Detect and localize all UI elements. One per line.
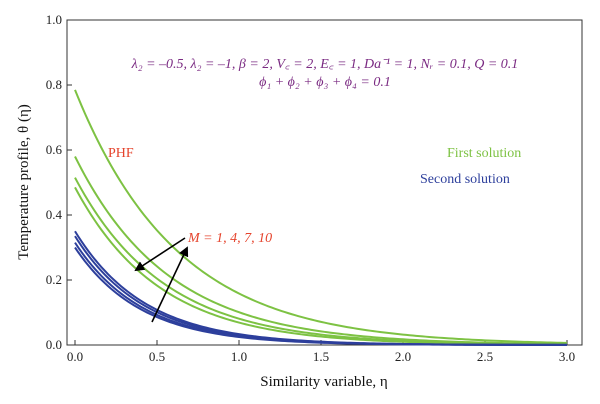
parameters-line-2: ϕ₁ + ϕ₂ + ϕ₃ + ϕ₄ = 0.1 <box>259 75 391 90</box>
axis-ticks: 0.0 0.5 1.0 1.5 2.0 2.5 3.0 0.0 0.2 0.4 0.6 0.8 1.0 <box>46 12 575 364</box>
x-tick-label: 1.5 <box>313 349 329 364</box>
arrow-first-solution <box>134 237 186 272</box>
legend-second-solution: Second solution <box>420 172 510 187</box>
x-tick-label: 1.0 <box>231 349 247 364</box>
x-tick-label: 2.0 <box>395 349 411 364</box>
first-solution-curve-m-1 <box>74 89 568 344</box>
second-solution-curve-m-4 <box>74 235 568 346</box>
y-tick-label: 0.2 <box>46 272 62 287</box>
y-axis-label: Temperature profile, θ (η) <box>16 104 32 260</box>
arrow-second-solution <box>151 246 189 323</box>
phf-annotation: PHF <box>108 146 134 161</box>
x-axis-label: Similarity variable, η <box>260 374 388 390</box>
m-values-annotation: M = 1, 4, 7, 10 <box>187 231 272 246</box>
y-tick-label: 0.6 <box>46 142 63 157</box>
curves <box>74 89 568 346</box>
y-tick-label: 0.4 <box>46 207 63 222</box>
parameters-line-1: λ₂ = –0.5, λ₂ = –1, β = 2, V꜀ = 2, E꜀ = … <box>131 57 519 72</box>
second-solution-curve-m-10 <box>74 246 568 346</box>
legend-first-solution: First solution <box>447 146 521 161</box>
plot-frame <box>66 19 583 346</box>
y-tick-label: 1.0 <box>46 12 62 27</box>
second-solution-curve-m-1 <box>74 230 567 346</box>
y-tick-label: 0.0 <box>46 337 62 352</box>
x-tick-label: 3.0 <box>559 349 575 364</box>
x-tick-label: 0.0 <box>67 349 83 364</box>
y-tick-label: 0.8 <box>46 77 62 92</box>
x-tick-label: 2.5 <box>477 349 493 364</box>
x-tick-label: 0.5 <box>149 349 165 364</box>
